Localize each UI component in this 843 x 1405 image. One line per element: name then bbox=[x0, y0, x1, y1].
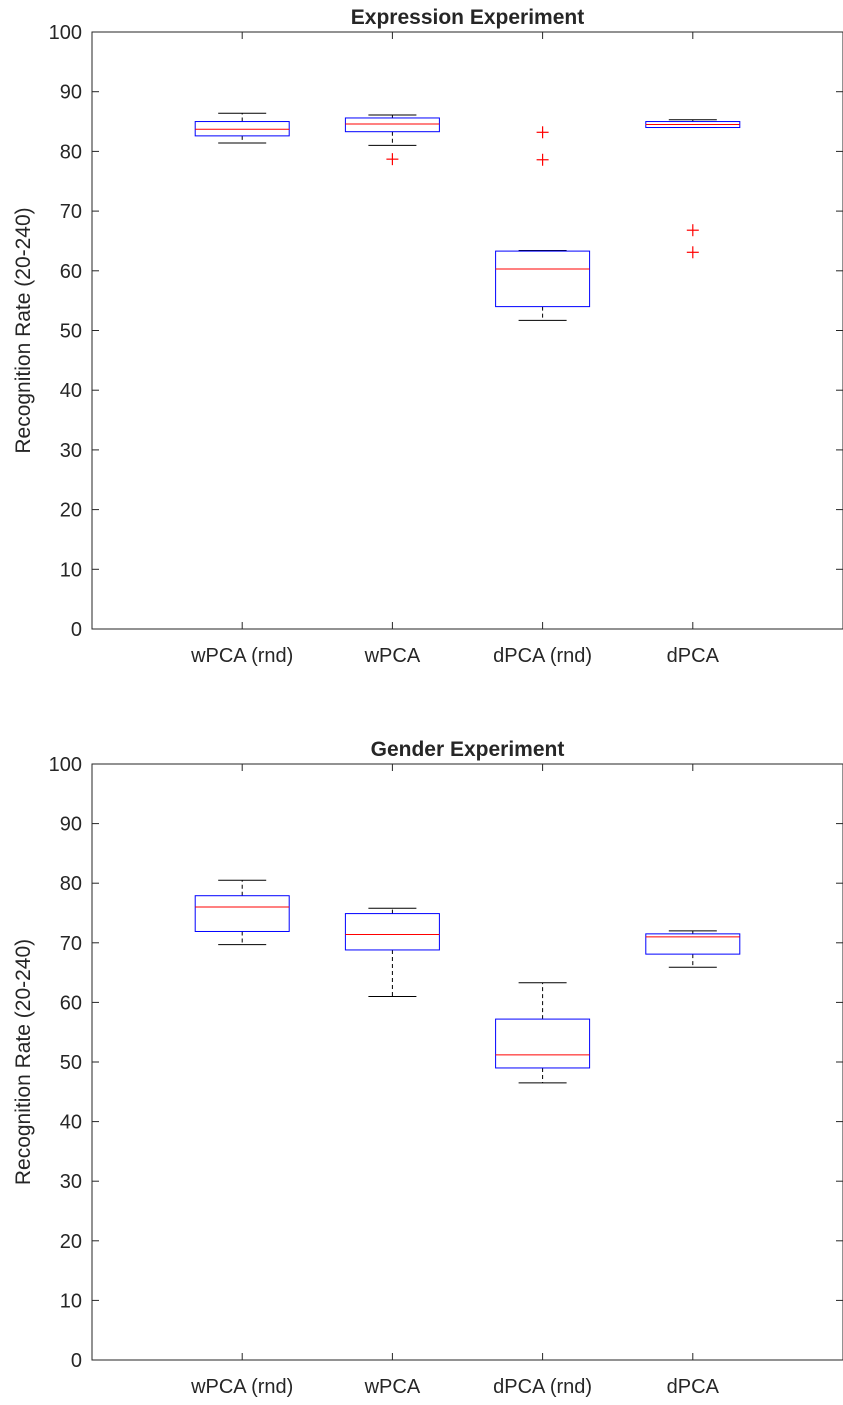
y-tick-label: 0 bbox=[71, 619, 82, 641]
x-tick-label: wPCA (rnd) bbox=[190, 1376, 293, 1398]
box-2 bbox=[344, 114, 440, 166]
y-tick-label: 100 bbox=[49, 754, 82, 776]
chart-title: Gender Experiment bbox=[371, 738, 565, 761]
y-tick-label: 50 bbox=[60, 1052, 82, 1074]
y-tick-label: 30 bbox=[60, 440, 82, 462]
box-4 bbox=[645, 930, 741, 968]
y-axis-label: Recognition Rate (20-240) bbox=[12, 207, 35, 453]
y-tick-label: 40 bbox=[60, 380, 82, 402]
x-tick-label: wPCA bbox=[364, 1376, 421, 1398]
x-tick-label: dPCA bbox=[667, 645, 720, 667]
y-tick-label: 80 bbox=[60, 141, 82, 163]
x-tick-label: dPCA (rnd) bbox=[493, 1376, 592, 1398]
chart-title: Expression Experiment bbox=[351, 6, 584, 29]
box-2 bbox=[344, 907, 440, 997]
y-tick-label: 50 bbox=[60, 321, 82, 343]
y-tick-label: 80 bbox=[60, 873, 82, 895]
chart-panel-2: Gender Experiment 0 10 20 30 40 50 60 70 80 90 100 R… bbox=[12, 738, 843, 1398]
y-tick-label: 90 bbox=[60, 82, 82, 104]
box-iqr bbox=[194, 121, 290, 137]
box-1 bbox=[194, 112, 290, 144]
y-tick-label: 0 bbox=[71, 1350, 82, 1372]
box-iqr bbox=[194, 895, 290, 932]
outlier-marker bbox=[386, 153, 399, 166]
x-tick-label: dPCA (rnd) bbox=[493, 645, 592, 667]
y-tick-label: 40 bbox=[60, 1112, 82, 1134]
box-iqr bbox=[495, 250, 591, 308]
y-tick-label: 60 bbox=[60, 992, 82, 1014]
chart-panel-1: Expression Experiment 0 10 20 30 40 50 60 70 80 90… bbox=[12, 6, 843, 667]
y-tick-label: 100 bbox=[49, 22, 82, 44]
box-3 bbox=[495, 126, 591, 321]
y-tick-label: 60 bbox=[60, 261, 82, 283]
y-tick-label: 70 bbox=[60, 201, 82, 223]
box-3 bbox=[495, 982, 591, 1084]
axes-frame bbox=[91, 763, 843, 1361]
box-1 bbox=[194, 879, 290, 946]
x-tick-label: wPCA bbox=[364, 645, 421, 667]
box-iqr bbox=[344, 117, 440, 133]
y-tick-label: 20 bbox=[60, 500, 82, 522]
y-axis-label: Recognition Rate (20-240) bbox=[12, 939, 35, 1185]
y-tick-label: 10 bbox=[60, 1290, 82, 1312]
box-iqr bbox=[645, 933, 741, 955]
y-tick-label: 20 bbox=[60, 1231, 82, 1253]
x-tick-label: wPCA (rnd) bbox=[190, 645, 293, 667]
outlier-marker bbox=[536, 126, 549, 139]
y-tick-label: 30 bbox=[60, 1171, 82, 1193]
x-tick-label: dPCA bbox=[667, 1376, 720, 1398]
outlier-marker bbox=[686, 224, 699, 237]
y-tick-label: 10 bbox=[60, 559, 82, 581]
box-iqr bbox=[495, 1018, 591, 1069]
outlier-marker bbox=[536, 153, 549, 166]
y-tick-label: 90 bbox=[60, 814, 82, 836]
outlier-marker bbox=[686, 246, 699, 259]
box-4 bbox=[645, 119, 741, 259]
box-iqr bbox=[344, 913, 440, 951]
y-tick-label: 70 bbox=[60, 933, 82, 955]
